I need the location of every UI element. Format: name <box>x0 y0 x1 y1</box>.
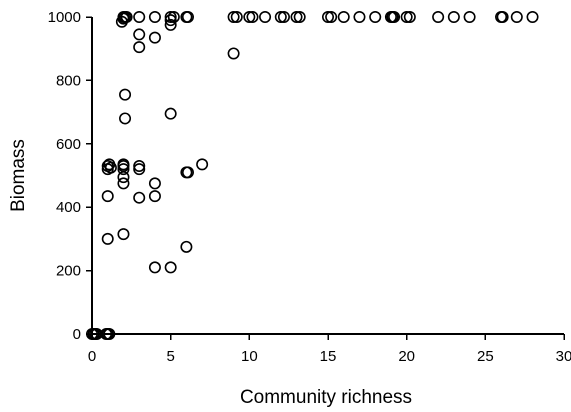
data-point <box>227 11 240 23</box>
data-point <box>117 228 130 241</box>
y-tick-label: 200 <box>56 263 81 280</box>
data-point <box>277 11 290 23</box>
data-point <box>101 232 114 245</box>
data-point <box>274 11 287 23</box>
data-point <box>526 11 539 23</box>
data-point <box>290 11 303 23</box>
y-axis-title: Biomass <box>8 139 29 212</box>
data-point <box>388 11 401 23</box>
x-tick-label: 20 <box>398 348 415 365</box>
data-point <box>148 177 161 190</box>
data-point <box>369 11 382 23</box>
y-tick-label: 600 <box>56 136 81 153</box>
data-point <box>463 11 476 23</box>
data-point <box>180 240 193 253</box>
data-point <box>133 163 146 176</box>
y-tick-label: 400 <box>56 199 81 216</box>
data-point <box>133 191 146 204</box>
data-point <box>325 11 338 23</box>
data-point <box>293 11 306 23</box>
data-point <box>259 11 272 23</box>
data-point <box>432 11 445 23</box>
data-point <box>196 158 209 171</box>
data-point <box>119 88 132 101</box>
data-point <box>164 261 177 274</box>
data-point <box>181 11 194 23</box>
data-point <box>246 11 259 23</box>
data-point <box>133 41 146 54</box>
data-point <box>321 11 334 23</box>
data-points <box>86 11 539 340</box>
x-tick-label: 25 <box>477 348 494 365</box>
data-point <box>103 327 116 340</box>
data-point <box>353 11 366 23</box>
data-point <box>148 11 161 23</box>
y-tick-label: 800 <box>56 72 81 89</box>
data-point <box>400 11 413 23</box>
x-tick-label: 15 <box>320 348 337 365</box>
data-point <box>167 11 180 23</box>
data-point <box>117 158 130 171</box>
data-point <box>148 190 161 203</box>
data-point <box>133 159 146 172</box>
data-point <box>148 261 161 274</box>
data-point <box>164 18 177 31</box>
data-point <box>403 11 416 23</box>
data-point <box>447 11 460 23</box>
x-tick-label: 30 <box>556 348 571 365</box>
data-point <box>181 166 194 179</box>
x-tick-label: 0 <box>88 348 96 365</box>
data-point <box>496 11 509 23</box>
data-point <box>104 161 117 174</box>
chart-axes: 0 5 10 15 20 25 30 0 200 400 600 800 1000 <box>48 9 571 365</box>
data-point <box>337 11 350 23</box>
data-point <box>510 11 523 23</box>
data-point <box>119 112 132 125</box>
data-point <box>230 11 243 23</box>
data-point <box>164 14 177 27</box>
data-point <box>164 107 177 120</box>
x-tick-label: 5 <box>166 348 174 365</box>
data-point <box>117 163 130 176</box>
x-tick-label: 10 <box>241 348 258 365</box>
y-tick-label: 1000 <box>48 9 81 26</box>
x-axis-title: Community richness <box>240 387 412 408</box>
data-point <box>101 190 114 203</box>
y-tick-label: 0 <box>73 326 81 343</box>
data-point <box>133 11 146 23</box>
data-point <box>148 31 161 44</box>
data-point <box>164 11 177 23</box>
data-point <box>133 28 146 41</box>
data-point <box>227 47 240 60</box>
data-point <box>117 177 130 190</box>
data-point <box>120 11 133 23</box>
data-point <box>243 11 256 23</box>
